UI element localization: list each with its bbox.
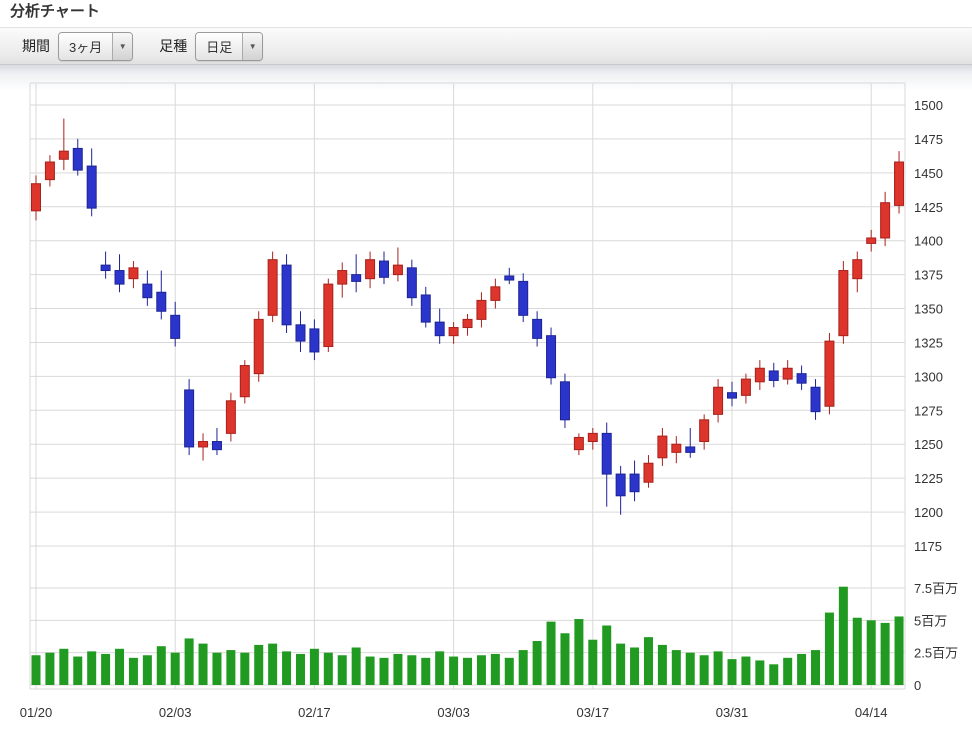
svg-text:03/17: 03/17 bbox=[577, 705, 610, 720]
svg-text:1175: 1175 bbox=[914, 539, 942, 554]
period-dropdown-value: 3ヶ月 bbox=[59, 32, 113, 60]
svg-text:1350: 1350 bbox=[914, 302, 943, 317]
candlestick-chart: 1500 1475 1450 1425 1400 1375 1350 1325 1300 1275… bbox=[20, 82, 958, 720]
svg-text:2.5百万: 2.5百万 bbox=[914, 646, 958, 661]
period-dropdown[interactable]: 3ヶ月 ▼ bbox=[58, 31, 134, 61]
candle-type-dropdown[interactable]: 日足 ▼ bbox=[195, 31, 264, 61]
svg-text:1225: 1225 bbox=[914, 471, 943, 486]
svg-text:7.5百万: 7.5百万 bbox=[914, 581, 958, 596]
svg-text:03/03: 03/03 bbox=[437, 705, 470, 720]
candle-type-label: 足種 bbox=[159, 38, 188, 54]
svg-text:1425: 1425 bbox=[914, 200, 943, 215]
svg-text:5百万: 5百万 bbox=[914, 613, 947, 628]
candle-type-dropdown-value: 日足 bbox=[196, 32, 243, 60]
svg-text:01/20: 01/20 bbox=[20, 705, 53, 720]
period-label: 期間 bbox=[22, 38, 50, 54]
svg-text:1500: 1500 bbox=[914, 98, 943, 113]
svg-text:1300: 1300 bbox=[914, 369, 943, 384]
chevron-down-icon[interactable]: ▼ bbox=[112, 32, 133, 60]
page-title: 分析チャート bbox=[10, 3, 100, 20]
svg-text:0: 0 bbox=[914, 678, 921, 693]
svg-text:1325: 1325 bbox=[914, 335, 943, 350]
svg-text:03/31: 03/31 bbox=[716, 705, 749, 720]
svg-text:1275: 1275 bbox=[914, 403, 943, 418]
svg-text:1200: 1200 bbox=[914, 505, 943, 520]
svg-text:02/17: 02/17 bbox=[298, 705, 331, 720]
svg-text:1475: 1475 bbox=[914, 132, 943, 147]
svg-text:04/14: 04/14 bbox=[855, 705, 888, 720]
svg-text:1400: 1400 bbox=[914, 234, 943, 249]
chevron-down-icon[interactable]: ▼ bbox=[242, 32, 263, 60]
svg-text:02/03: 02/03 bbox=[159, 705, 192, 720]
chart-panel: 1500 1475 1450 1425 1400 1375 1350 1325 1300 1275… bbox=[0, 65, 972, 741]
svg-text:1450: 1450 bbox=[914, 166, 943, 181]
svg-text:1375: 1375 bbox=[914, 268, 943, 283]
svg-text:1250: 1250 bbox=[914, 437, 943, 452]
chart-toolbar: 期間 3ヶ月 ▼ 足種 日足 ▼ bbox=[0, 27, 972, 65]
